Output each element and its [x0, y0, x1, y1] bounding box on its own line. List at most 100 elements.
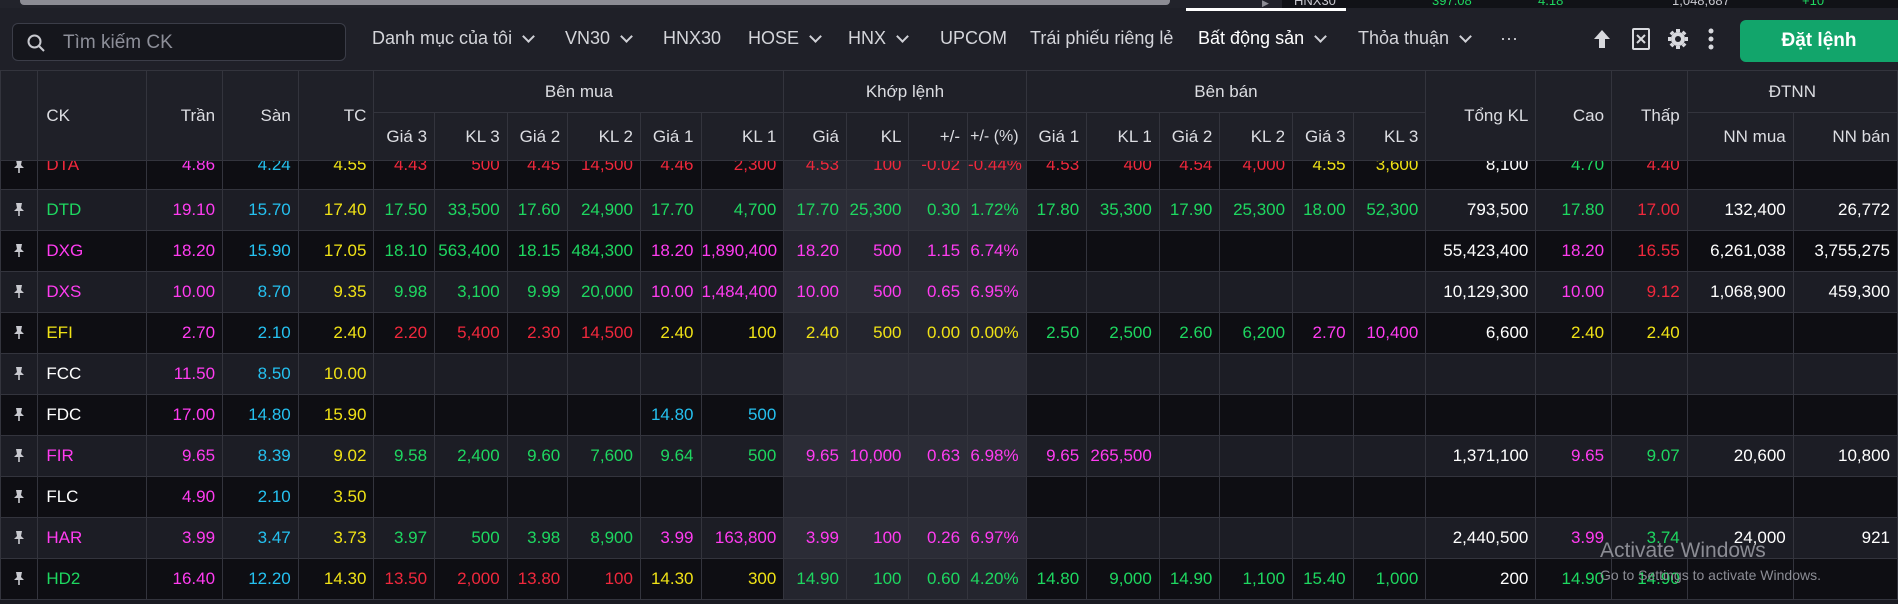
total-vol[interactable]: 55,423,400	[1425, 230, 1537, 272]
ref-price[interactable]: 3.73	[297, 517, 375, 559]
match-pct[interactable]: 6.97%	[967, 517, 1027, 559]
match-price[interactable]: 17.70	[783, 189, 847, 231]
buy-vol-2[interactable]: 14,500	[567, 160, 641, 190]
pin-icon[interactable]	[0, 230, 39, 272]
more-vertical-icon[interactable]	[1707, 28, 1715, 50]
buy-vol-3[interactable]: 33,500	[434, 189, 508, 231]
table-row[interactable]: DXG 18.20 15.90 17.05 18.10 563,400 18.15 484,3…	[0, 230, 1898, 272]
match-pct[interactable]	[967, 353, 1027, 395]
sell-vol-2[interactable]: 4,000	[1219, 160, 1294, 190]
buy-price-2[interactable]: 18.15	[506, 230, 569, 272]
low-price[interactable]: 9.07	[1611, 435, 1688, 477]
buy-price-1[interactable]: 14.80	[639, 394, 702, 436]
buy-price-1[interactable]: 17.70	[639, 189, 702, 231]
buy-vol-1[interactable]: 4,700	[700, 189, 785, 231]
match-pct[interactable]: 0.00%	[967, 312, 1027, 354]
buy-vol-1[interactable]	[700, 353, 785, 395]
buy-vol-3[interactable]: 500	[434, 517, 508, 559]
match-pct[interactable]: 6.95%	[967, 271, 1027, 313]
sell-price-3[interactable]	[1292, 517, 1354, 559]
buy-vol-3[interactable]: 563,400	[434, 230, 508, 272]
match-price[interactable]: 18.20	[783, 230, 847, 272]
sell-vol-3[interactable]: 10,400	[1352, 312, 1427, 354]
total-vol[interactable]: 8,100	[1425, 160, 1537, 190]
buy-vol-2[interactable]: 484,300	[567, 230, 641, 272]
sell-vol-2[interactable]	[1219, 230, 1294, 272]
col-tran[interactable]: Trần	[146, 70, 224, 161]
sell-price-2[interactable]	[1158, 435, 1221, 477]
match-pct[interactable]: 4.20%	[967, 558, 1027, 600]
buy-vol-2[interactable]: 7,600	[567, 435, 641, 477]
col-match-pct[interactable]: +/- (%)	[967, 112, 1027, 161]
col-sell-gia2[interactable]: Giá 2	[1158, 112, 1221, 161]
sell-price-1[interactable]: 17.80	[1025, 189, 1088, 231]
col-buy-gia1[interactable]: Giá 1	[639, 112, 702, 161]
ceiling-price[interactable]: 11.50	[146, 353, 224, 395]
col-buy-kl1[interactable]: KL 1	[700, 112, 785, 161]
match-vol[interactable]	[845, 353, 910, 395]
sell-price-1[interactable]	[1025, 517, 1088, 559]
buy-vol-3[interactable]: 2,400	[434, 435, 508, 477]
low-price[interactable]: 17.00	[1611, 189, 1688, 231]
buy-price-3[interactable]: 9.98	[373, 271, 436, 313]
sell-vol-3[interactable]: 52,300	[1352, 189, 1427, 231]
floor-price[interactable]: 3.47	[222, 517, 299, 559]
foreign-buy[interactable]	[1686, 394, 1794, 436]
buy-price-2[interactable]: 2.30	[506, 312, 569, 354]
buy-vol-3[interactable]: 5,400	[434, 312, 508, 354]
sell-price-1[interactable]	[1025, 476, 1088, 518]
stock-symbol[interactable]: DXG	[37, 230, 148, 272]
sell-vol-3[interactable]	[1352, 435, 1427, 477]
sell-vol-3[interactable]	[1352, 476, 1427, 518]
stock-symbol[interactable]: FLC	[37, 476, 148, 518]
high-price[interactable]: 9.65	[1535, 435, 1613, 477]
table-row[interactable]: DTA 4.86 4.24 4.55 4.43 500 4.45 14,500 4.46 2,30…	[0, 160, 1898, 190]
ref-price[interactable]: 2.40	[297, 312, 375, 354]
buy-vol-3[interactable]	[434, 353, 508, 395]
sell-price-2[interactable]: 14.90	[1158, 558, 1221, 600]
low-price[interactable]: 3.74	[1611, 517, 1688, 559]
pin-icon[interactable]	[0, 435, 39, 477]
sell-price-2[interactable]: 4.54	[1158, 160, 1221, 190]
match-pct[interactable]: -0.44%	[967, 160, 1027, 190]
sell-vol-1[interactable]	[1086, 476, 1160, 518]
foreign-buy[interactable]: 20,600	[1686, 435, 1794, 477]
tab-bat-dong-san[interactable]: Bất động sản	[1198, 28, 1327, 49]
excel-export-icon[interactable]	[1630, 28, 1652, 50]
match-vol[interactable]	[845, 394, 910, 436]
buy-vol-3[interactable]	[434, 394, 508, 436]
foreign-buy[interactable]	[1686, 353, 1794, 395]
sell-price-3[interactable]	[1292, 230, 1354, 272]
pin-icon[interactable]	[0, 312, 39, 354]
foreign-sell[interactable]	[1792, 558, 1898, 600]
stock-symbol[interactable]: HAR	[37, 517, 148, 559]
col-match-change[interactable]: +/-	[908, 112, 969, 161]
ceiling-price[interactable]: 16.40	[146, 558, 224, 600]
table-row[interactable]: HAR 3.99 3.47 3.73 3.97 500 3.98 8,900 3.99 163,8…	[0, 517, 1898, 559]
match-change[interactable]: 1.15	[908, 230, 969, 272]
foreign-sell[interactable]	[1792, 312, 1898, 354]
place-order-button[interactable]: Đặt lệnh	[1740, 20, 1898, 62]
ceiling-price[interactable]: 17.00	[146, 394, 224, 436]
ceiling-price[interactable]: 4.86	[146, 160, 224, 190]
col-buy-gia3[interactable]: Giá 3	[373, 112, 436, 161]
table-row[interactable]: DTD 19.10 15.70 17.40 17.50 33,500 17.60 24,900…	[0, 189, 1898, 231]
pin-icon[interactable]	[0, 517, 39, 559]
match-price[interactable]: 2.40	[783, 312, 847, 354]
sell-vol-2[interactable]: 6,200	[1219, 312, 1294, 354]
foreign-buy[interactable]: 6,261,038	[1686, 230, 1794, 272]
match-vol[interactable]: 500	[845, 271, 910, 313]
sell-price-1[interactable]: 14.80	[1025, 558, 1088, 600]
ref-price[interactable]: 17.40	[297, 189, 375, 231]
total-vol[interactable]: 1,371,100	[1425, 435, 1537, 477]
buy-price-3[interactable]: 4.43	[373, 160, 436, 190]
sell-price-3[interactable]	[1292, 271, 1354, 313]
stock-symbol[interactable]: FIR	[37, 435, 148, 477]
sell-vol-3[interactable]: 3,600	[1352, 160, 1427, 190]
col-nn-mua[interactable]: NN mua	[1686, 112, 1794, 161]
low-price[interactable]: 9.12	[1611, 271, 1688, 313]
high-price[interactable]	[1535, 353, 1613, 395]
col-buy-kl2[interactable]: KL 2	[567, 112, 641, 161]
sell-price-1[interactable]	[1025, 394, 1088, 436]
foreign-buy[interactable]: 24,000	[1686, 517, 1794, 559]
